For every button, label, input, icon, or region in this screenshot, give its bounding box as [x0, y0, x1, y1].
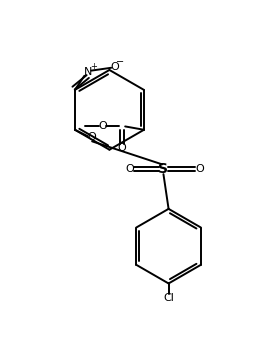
Text: Cl: Cl [163, 293, 174, 303]
Text: +: + [90, 62, 97, 71]
Text: S: S [158, 162, 168, 176]
Text: O: O [99, 121, 107, 131]
Text: O: O [126, 164, 134, 174]
Text: N: N [83, 67, 92, 77]
Text: O: O [110, 62, 119, 72]
Text: O: O [87, 132, 96, 143]
Text: O: O [195, 164, 204, 174]
Text: O: O [118, 143, 126, 153]
Text: −: − [116, 57, 125, 67]
